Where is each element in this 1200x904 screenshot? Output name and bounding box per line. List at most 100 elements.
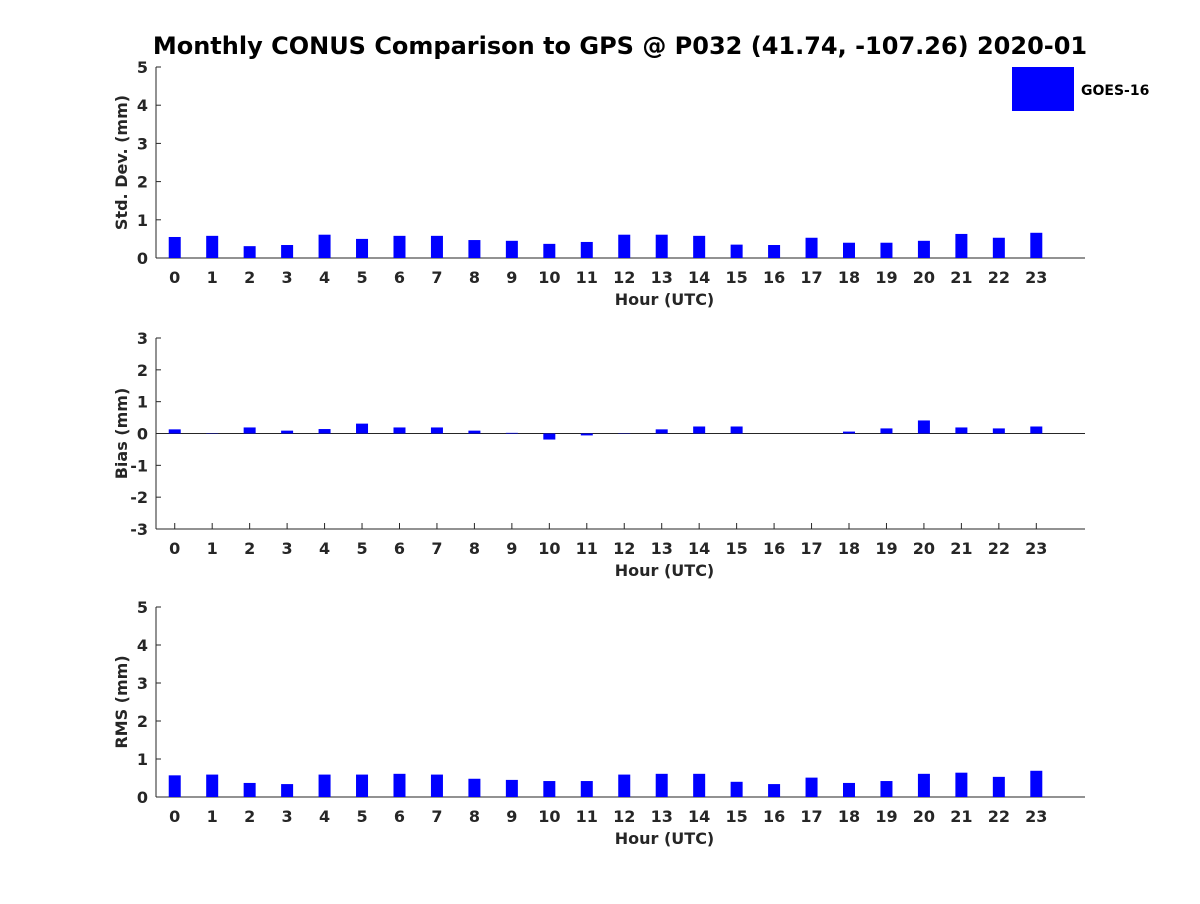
rms-bars	[169, 771, 1043, 797]
bias-bar	[693, 426, 705, 433]
rms-x-tick-label: 15	[725, 807, 747, 826]
bias-x-tick-label: 13	[651, 539, 673, 558]
rms-y-axis-label: RMS (mm)	[112, 655, 131, 748]
std-dev-bar	[731, 245, 743, 258]
bias-bar	[281, 431, 293, 434]
bias-x-tick-label: 1	[207, 539, 218, 558]
std-dev-y-tick-label: 1	[137, 211, 148, 230]
rms-bar	[1030, 771, 1042, 797]
rms-y-tick-label: 0	[137, 788, 148, 807]
bias-x-tick-label: 19	[875, 539, 897, 558]
rms-bar	[393, 774, 405, 797]
std-dev-bar	[281, 245, 293, 258]
rms-bar	[169, 775, 181, 797]
bias-x-tick-label: 3	[282, 539, 293, 558]
bias-bar	[1030, 426, 1042, 433]
std-dev-x-axis-label: Hour (UTC)	[615, 290, 715, 309]
rms-x-tick-label: 22	[988, 807, 1010, 826]
std-dev-bar	[169, 237, 181, 258]
std-dev-y-tick-label: 2	[137, 173, 148, 192]
bias-bar	[955, 427, 967, 433]
std-dev-x-tick-label: 8	[469, 268, 480, 287]
bias-bar	[356, 424, 368, 434]
std-dev-bars	[169, 233, 1043, 258]
bias-x-tick-label: 8	[469, 539, 480, 558]
bias-x-tick-label: 17	[800, 539, 822, 558]
rms-x-tick-label: 6	[394, 807, 405, 826]
rms-bar	[543, 781, 555, 797]
rms-y-tick-label: 3	[137, 674, 148, 693]
bias-bar	[431, 427, 443, 433]
rms-x-tick-label: 18	[838, 807, 860, 826]
bias-bar	[581, 434, 593, 436]
bias-x-axis-label: Hour (UTC)	[615, 561, 715, 580]
rms-x-tick-label: 19	[875, 807, 897, 826]
bias-x-tick-label: 0	[169, 539, 180, 558]
bias-x-tick-label: 23	[1025, 539, 1047, 558]
bias-y-tick-label: 2	[137, 361, 148, 380]
rms-x-tick-label: 23	[1025, 807, 1047, 826]
std-dev-x-tick-label: 1	[207, 268, 218, 287]
std-dev-bar	[806, 238, 818, 258]
rms-bar	[731, 782, 743, 797]
std-dev-bar	[880, 243, 892, 258]
bias-bar	[731, 426, 743, 433]
std-dev-bar	[206, 236, 218, 258]
std-dev-bar	[506, 241, 518, 258]
bias-x-tick-label: 9	[506, 539, 517, 558]
bias-x-tick-label: 11	[576, 539, 598, 558]
rms-axes	[156, 607, 1085, 797]
std-dev-bar	[656, 235, 668, 258]
std-dev-bar	[843, 243, 855, 258]
rms-bar	[356, 775, 368, 797]
rms-y-tick-label: 4	[137, 636, 148, 655]
bias-y-tick-label: 0	[137, 425, 148, 444]
rms-bar	[843, 783, 855, 797]
std-dev-bar	[768, 245, 780, 258]
rms-bar	[506, 780, 518, 797]
std-dev-bar	[618, 235, 630, 258]
rms-x-tick-label: 2	[244, 807, 255, 826]
rms-x-tick-label: 7	[431, 807, 442, 826]
std-dev-axes	[156, 67, 1085, 258]
bias-bar	[468, 431, 480, 434]
rms-x-tick-label: 10	[538, 807, 560, 826]
std-dev-bar	[543, 244, 555, 258]
bias-x-tick-label: 20	[913, 539, 935, 558]
legend: GOES-16	[1012, 67, 1149, 111]
bias-x-tick-label: 15	[725, 539, 747, 558]
chart-title: Monthly CONUS Comparison to GPS @ P032 (…	[153, 32, 1087, 60]
std-dev-x-tick-label: 7	[431, 268, 442, 287]
rms-x-tick-label: 13	[651, 807, 673, 826]
bias-y-tick-label: 1	[137, 393, 148, 412]
rms-bar	[618, 775, 630, 797]
rms-bar	[656, 774, 668, 797]
bias-x-tick-label: 5	[356, 539, 367, 558]
std-dev-x-tick-label: 5	[356, 268, 367, 287]
bias-x-tick-label: 14	[688, 539, 710, 558]
bias-bar	[843, 432, 855, 434]
bias-y-tick-label: -3	[130, 520, 148, 539]
std-dev-x-tick-label: 17	[800, 268, 822, 287]
legend-swatch	[1012, 67, 1074, 111]
bias-y-axis-label: Bias (mm)	[112, 388, 131, 480]
rms-x-tick-label: 12	[613, 807, 635, 826]
std-dev-bar	[468, 240, 480, 258]
std-dev-x-tick-label: 14	[688, 268, 710, 287]
std-dev-y-tick-label: 3	[137, 134, 148, 153]
std-dev-x-tick-label: 2	[244, 268, 255, 287]
rms-x-tick-label: 16	[763, 807, 785, 826]
bias-bar	[506, 433, 518, 434]
rms-bar	[319, 775, 331, 797]
rms-x-tick-label: 5	[356, 807, 367, 826]
bias-x-tick-label: 10	[538, 539, 560, 558]
bias-x-tick-label: 12	[613, 539, 635, 558]
std-dev-bar	[393, 236, 405, 258]
